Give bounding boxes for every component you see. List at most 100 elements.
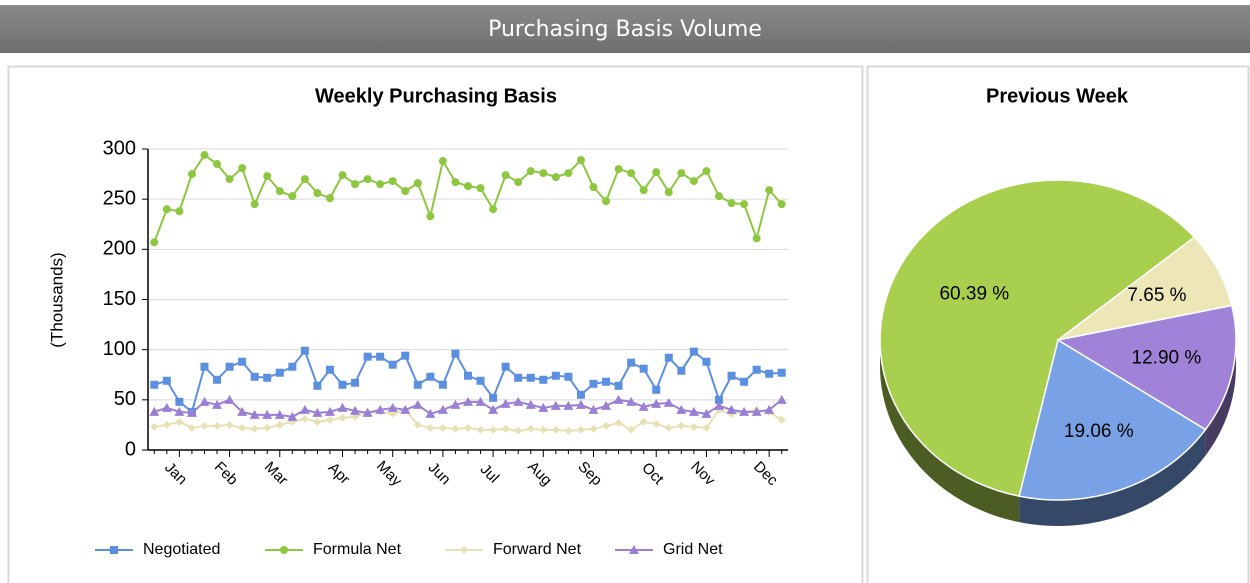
marker	[777, 368, 786, 377]
marker	[702, 423, 711, 432]
y-tick-label: 50	[114, 388, 136, 410]
marker	[438, 423, 447, 432]
marker	[451, 424, 460, 433]
marker	[175, 397, 184, 406]
marker	[401, 351, 410, 360]
marker	[727, 199, 736, 208]
marker	[387, 402, 398, 412]
marker	[713, 400, 724, 410]
marker	[777, 415, 786, 424]
marker	[588, 404, 599, 414]
marker	[425, 408, 436, 418]
marker	[551, 173, 560, 182]
marker	[376, 180, 385, 189]
marker	[489, 425, 498, 434]
marker	[488, 404, 499, 414]
marker	[200, 362, 209, 371]
marker	[501, 362, 510, 371]
marker	[280, 546, 288, 554]
marker	[337, 402, 348, 412]
marker	[689, 347, 698, 356]
y-tick-label: 0	[125, 438, 136, 460]
marker	[110, 546, 118, 554]
marker	[351, 378, 360, 387]
marker	[288, 192, 297, 201]
marker	[212, 399, 223, 409]
marker	[224, 394, 235, 404]
marker	[602, 377, 611, 386]
marker	[238, 357, 247, 366]
marker	[714, 192, 723, 201]
marker	[702, 167, 711, 176]
marker	[576, 425, 585, 434]
marker	[437, 404, 448, 414]
y-axis-label: (Thousands)	[47, 252, 66, 347]
marker	[300, 414, 309, 423]
marker	[451, 178, 460, 187]
marker	[765, 369, 774, 378]
marker	[460, 546, 468, 554]
marker	[426, 212, 435, 221]
marker	[539, 425, 548, 434]
marker	[225, 175, 234, 184]
marker	[526, 167, 535, 176]
pie-label: 60.39 %	[939, 283, 1009, 304]
marker	[489, 393, 498, 402]
marker	[350, 405, 361, 415]
marker	[351, 180, 360, 189]
marker	[476, 184, 485, 193]
marker	[476, 425, 485, 434]
marker	[514, 178, 523, 187]
marker	[702, 357, 711, 366]
marker	[187, 423, 196, 432]
marker	[338, 171, 347, 180]
marker	[652, 419, 661, 428]
marker	[149, 406, 160, 416]
marker	[287, 411, 298, 421]
marker	[740, 200, 749, 209]
marker	[213, 160, 222, 169]
marker	[752, 365, 761, 374]
marker	[200, 151, 209, 160]
marker	[776, 394, 787, 404]
header-bar	[0, 5, 1250, 53]
marker	[701, 408, 712, 418]
y-tick-label: 150	[103, 288, 136, 310]
marker	[752, 234, 761, 243]
marker	[501, 171, 510, 180]
marker	[388, 360, 397, 369]
marker	[489, 205, 498, 214]
marker	[513, 396, 524, 406]
marker	[299, 404, 310, 414]
marker	[551, 425, 560, 434]
marker	[175, 417, 184, 426]
marker	[688, 406, 699, 416]
marker	[464, 371, 472, 380]
marker	[514, 426, 523, 435]
y-tick-label: 100	[103, 338, 136, 360]
marker	[765, 186, 774, 195]
marker	[714, 395, 723, 404]
marker	[275, 368, 284, 377]
marker	[689, 422, 698, 431]
marker	[476, 376, 485, 385]
marker	[376, 352, 385, 361]
marker	[413, 380, 422, 389]
marker	[450, 399, 461, 409]
marker	[187, 170, 196, 179]
marker	[351, 412, 360, 421]
marker	[199, 396, 210, 406]
marker	[388, 409, 397, 418]
marker	[464, 182, 472, 191]
marker	[638, 401, 649, 411]
pie-label: 19.06 %	[1064, 421, 1134, 442]
marker	[249, 409, 260, 419]
marker	[639, 186, 648, 195]
pie-slice	[1057, 236, 1233, 341]
marker	[538, 402, 549, 412]
marker	[539, 375, 548, 384]
legend-label: Grid Net	[663, 541, 723, 558]
pie-side	[1205, 342, 1236, 456]
marker	[388, 177, 397, 186]
